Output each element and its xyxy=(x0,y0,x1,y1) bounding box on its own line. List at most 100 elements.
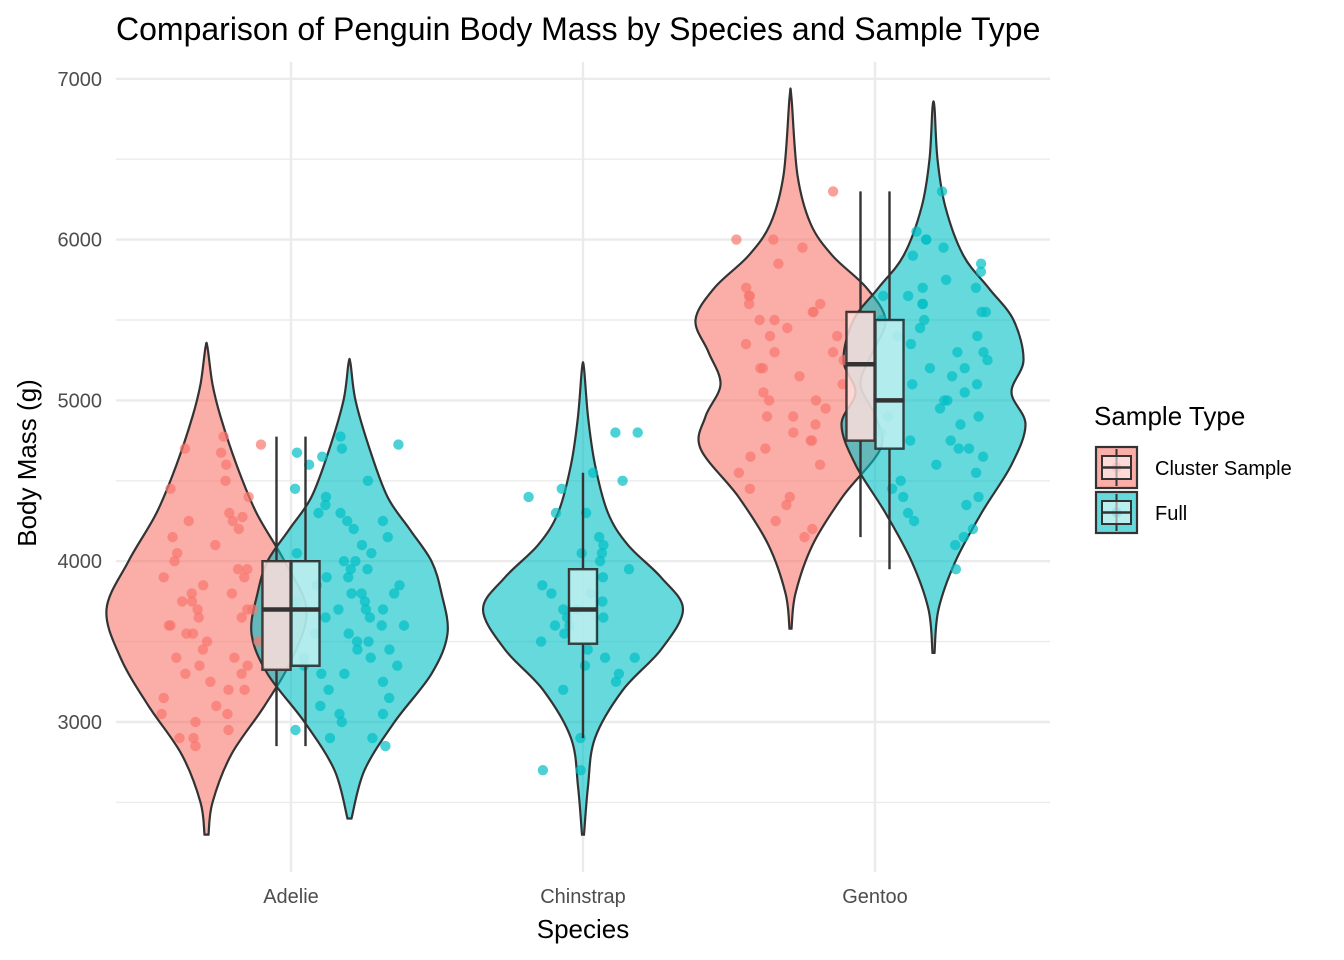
data-point xyxy=(769,314,780,326)
data-point xyxy=(537,580,548,591)
data-point xyxy=(367,732,378,744)
data-point xyxy=(970,282,982,293)
data-point xyxy=(158,692,169,704)
data-point xyxy=(733,467,745,478)
data-point xyxy=(597,572,609,583)
data-point xyxy=(315,700,326,712)
data-point xyxy=(905,435,916,446)
data-point xyxy=(174,732,185,744)
data-point xyxy=(599,652,611,663)
data-point xyxy=(364,612,376,623)
data-point xyxy=(587,467,599,478)
data-point xyxy=(158,572,169,583)
data-point xyxy=(741,282,752,293)
y-tick-label: 4000 xyxy=(58,551,103,573)
data-point xyxy=(323,684,334,695)
data-point xyxy=(917,282,928,293)
data-point xyxy=(163,620,175,631)
data-point xyxy=(242,604,253,615)
data-point xyxy=(351,636,363,647)
data-point xyxy=(919,314,930,326)
data-point xyxy=(757,363,769,374)
data-point xyxy=(180,668,191,679)
data-point xyxy=(339,668,350,679)
data-point xyxy=(177,596,188,607)
data-point xyxy=(921,234,932,245)
data-point xyxy=(975,266,987,277)
data-point xyxy=(348,523,359,535)
data-point xyxy=(243,491,254,503)
data-point xyxy=(895,475,906,486)
data-point xyxy=(784,491,795,503)
data-point xyxy=(220,475,231,486)
data-point xyxy=(579,660,591,671)
data-point xyxy=(222,708,233,720)
data-point xyxy=(950,564,962,575)
data-point xyxy=(837,379,848,390)
data-point xyxy=(576,548,587,559)
axes: 3000 4000 5000 6000 7000 Adelie Chinstrap Gento… xyxy=(58,69,908,908)
data-point xyxy=(255,439,267,450)
data-point xyxy=(594,531,605,543)
data-point xyxy=(334,708,345,720)
data-point xyxy=(760,443,771,454)
data-point xyxy=(629,652,640,663)
data-point xyxy=(940,274,952,285)
data-point xyxy=(333,604,344,615)
legend-key-full xyxy=(1094,490,1139,535)
data-point xyxy=(623,564,635,575)
data-point xyxy=(313,507,324,519)
data-point xyxy=(537,765,549,776)
data-point xyxy=(232,564,244,575)
data-point xyxy=(190,716,201,728)
data-point xyxy=(924,363,936,374)
data-point xyxy=(291,548,302,559)
x-tick-label-adelie: Adelie xyxy=(263,886,319,908)
data-point xyxy=(320,499,331,511)
data-point xyxy=(359,596,371,607)
data-point xyxy=(613,668,625,679)
y-tick-label: 6000 xyxy=(58,230,103,252)
data-point xyxy=(384,644,395,655)
data-point xyxy=(377,604,389,615)
data-point xyxy=(350,556,361,567)
data-point xyxy=(740,338,752,350)
data-point xyxy=(763,395,775,406)
data-point xyxy=(377,676,389,687)
data-point xyxy=(973,411,984,422)
data-point xyxy=(356,539,368,551)
data-point xyxy=(582,644,593,655)
data-point xyxy=(788,411,799,422)
data-point xyxy=(953,443,964,454)
data-point xyxy=(324,732,336,744)
data-point xyxy=(343,628,354,639)
legend-label: Full xyxy=(1155,503,1187,525)
data-point xyxy=(743,290,755,302)
data-point xyxy=(769,347,780,358)
data-point xyxy=(167,531,178,543)
boxplot-chinstrap-full-box-tint xyxy=(569,569,597,644)
data-point xyxy=(972,330,983,342)
data-point xyxy=(291,447,303,458)
data-point xyxy=(336,443,348,454)
data-point xyxy=(377,708,389,720)
data-point xyxy=(936,186,948,197)
data-point xyxy=(907,250,919,261)
data-point xyxy=(188,732,199,744)
data-point xyxy=(523,491,534,503)
data-point xyxy=(814,459,826,470)
data-point xyxy=(975,258,987,269)
data-point xyxy=(365,652,376,663)
data-point xyxy=(902,507,914,519)
data-point xyxy=(190,740,201,752)
data-point xyxy=(973,491,984,503)
data-point xyxy=(799,531,810,543)
data-point xyxy=(598,539,609,551)
data-point xyxy=(908,515,920,527)
data-point xyxy=(363,636,374,647)
data-point xyxy=(169,556,180,567)
data-point xyxy=(320,612,331,623)
data-point xyxy=(382,531,393,543)
data-point xyxy=(224,507,235,519)
